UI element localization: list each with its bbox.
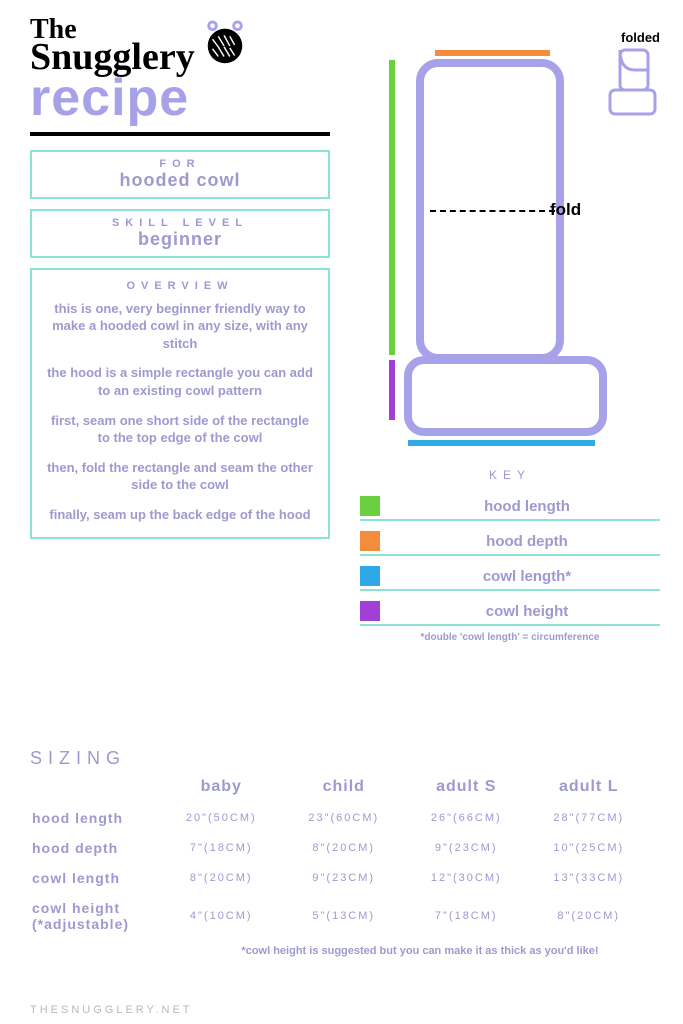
sizing-col-header: child <box>283 771 406 803</box>
sizing-row: hood depth7"(18CM)8"(20CM)9"(23CM)10"(25… <box>30 833 650 863</box>
folded-label: folded <box>621 30 660 45</box>
yarn-ball-icon <box>201 20 249 68</box>
overview-paragraph: the hood is a simple rectangle you can a… <box>44 364 316 399</box>
fold-label: fold <box>550 200 581 220</box>
sizing-cell: 12"(30CM) <box>405 863 528 893</box>
overview-paragraph: then, fold the rectangle and seam the ot… <box>44 459 316 494</box>
key-swatch <box>360 601 380 621</box>
sizing-row-label: cowl length <box>30 863 160 893</box>
overview-paragraph: finally, seam up the back edge of the ho… <box>44 506 316 524</box>
key-label: cowl height <box>394 603 660 620</box>
sizing-note: *cowl height is suggested but you can ma… <box>30 945 650 957</box>
sizing-cell: 8"(20CM) <box>160 863 283 893</box>
sizing-cell: 7"(18CM) <box>160 833 283 863</box>
key-swatch <box>360 531 380 551</box>
sizing-row: cowl length8"(20CM)9"(23CM)12"(30CM)13"(… <box>30 863 650 893</box>
sizing-row-label: cowl height (*adjustable) <box>30 893 160 939</box>
sizing-table: babychildadult Sadult L hood length20"(5… <box>30 771 650 939</box>
for-label: FOR <box>42 158 318 170</box>
sizing-cell: 20"(50CM) <box>160 803 283 833</box>
sizing-cell: 10"(25CM) <box>528 833 651 863</box>
sizing-cell: 8"(20CM) <box>528 893 651 939</box>
skill-value: beginner <box>42 229 318 250</box>
key-label: hood depth <box>394 533 660 550</box>
sizing-title: SIZING <box>30 748 126 768</box>
sizing-cell: 13"(33CM) <box>528 863 651 893</box>
brand-logo: The Snugglery <box>30 20 195 74</box>
sizing-row-label: hood length <box>30 803 160 833</box>
sizing-cell: 8"(20CM) <box>283 833 406 863</box>
overview-paragraph: first, seam one short side of the rectan… <box>44 412 316 447</box>
sizing-cell: 4"(10CM) <box>160 893 283 939</box>
sizing-cell: 7"(18CM) <box>405 893 528 939</box>
sizing-row-label: hood depth <box>30 833 160 863</box>
key-row: hood length <box>360 492 660 521</box>
sizing-cell: 23"(60CM) <box>283 803 406 833</box>
sizing-col-header: baby <box>160 771 283 803</box>
key-swatch <box>360 496 380 516</box>
sizing-cell: 9"(23CM) <box>283 863 406 893</box>
fold-line <box>430 210 555 212</box>
sizing-col-header: adult L <box>528 771 651 803</box>
skill-label: SKILL LEVEL <box>42 217 318 229</box>
sizing-cell: 9"(23CM) <box>405 833 528 863</box>
sizing-row: hood length20"(50CM)23"(60CM)26"(66CM)28… <box>30 803 650 833</box>
key-row: hood depth <box>360 527 660 556</box>
sizing-cell: 5"(13CM) <box>283 893 406 939</box>
key-note: *double 'cowl length' = circumference <box>360 632 660 643</box>
title-underline <box>30 132 330 136</box>
key-label: cowl length* <box>394 568 660 585</box>
flat-diagram <box>360 45 620 465</box>
key-title: KEY <box>360 468 660 482</box>
skill-box: SKILL LEVEL beginner <box>30 209 330 258</box>
key-legend: hood length hood depth cowl length* cowl he… <box>360 492 660 626</box>
footer-url: THESNUGGLERY.NET <box>30 1004 193 1016</box>
construction-diagram: folded fold <box>360 30 660 460</box>
sizing-cell: 26"(66CM) <box>405 803 528 833</box>
for-value: hooded cowl <box>42 170 318 191</box>
key-swatch <box>360 566 380 586</box>
overview-box: OVERVIEW this is one, very beginner frie… <box>30 268 330 539</box>
sizing-col-header: adult S <box>405 771 528 803</box>
overview-label: OVERVIEW <box>44 280 316 292</box>
key-label: hood length <box>394 498 660 515</box>
for-box: FOR hooded cowl <box>30 150 330 199</box>
sizing-cell: 28"(77CM) <box>528 803 651 833</box>
sizing-section: SIZING babychildadult Sadult L hood leng… <box>30 748 650 957</box>
key-row: cowl height <box>360 597 660 626</box>
key-row: cowl length* <box>360 562 660 591</box>
overview-paragraph: this is one, very beginner friendly way … <box>44 300 316 353</box>
sizing-row: cowl height (*adjustable)4"(10CM)5"(13CM… <box>30 893 650 939</box>
